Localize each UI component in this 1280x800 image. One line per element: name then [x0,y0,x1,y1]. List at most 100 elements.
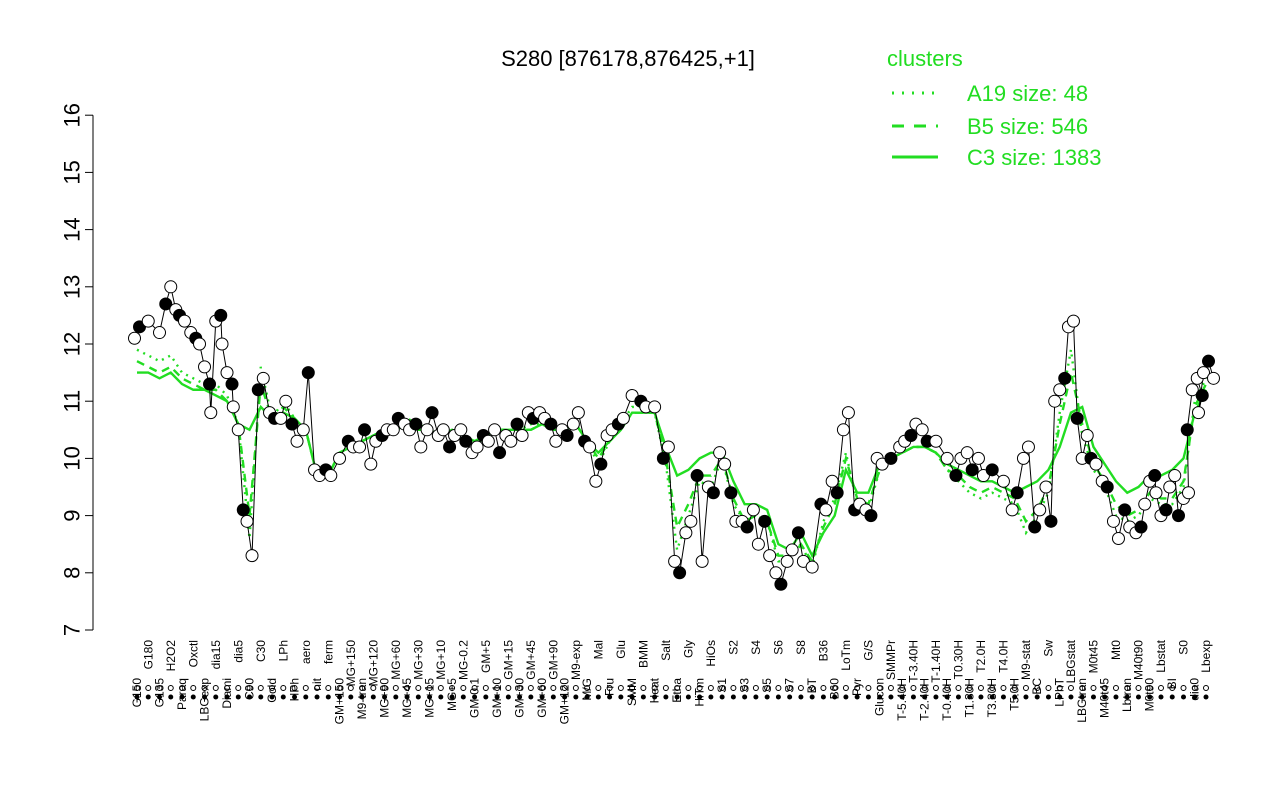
x-rug-marker [674,685,681,691]
data-points [128,280,1220,591]
data-point [1168,469,1182,483]
x-rug-marker-filled [697,694,703,700]
x-rug-marker [752,685,759,691]
x-rug-marker-filled [865,694,871,700]
x-category-label: Heat [648,677,662,703]
data-point [780,554,794,568]
x-category-label: SMMPr [884,640,898,680]
data-point [566,417,580,431]
data-point [236,503,250,517]
x-rug-marker-filled [179,694,185,700]
x-category-label: T4.0H [996,640,1010,673]
data-point [504,434,518,448]
x-rug-marker-filled [1045,694,1051,700]
x-rug-marker-filled [472,694,478,700]
data-point [763,549,777,563]
x-category-label: Paraq [175,678,189,710]
x-category-label: ferm [321,640,335,664]
data-point [1197,366,1210,380]
x-category-label: C30 [254,640,268,662]
data-point [203,377,217,391]
x-rug-marker [854,685,861,691]
x-category-label: aero [299,640,313,664]
data-point [1021,440,1035,454]
x-rug-marker-filled [494,694,500,700]
x-category-label: Fru [603,678,617,696]
data-point [940,451,954,465]
data-point [1118,503,1132,517]
x-category-label: Gly [681,640,695,658]
data-point [159,297,173,311]
data-point [724,486,738,500]
data-point [758,514,772,528]
x-rug-marker-filled [584,694,590,700]
x-category-label: LBGtran [1075,678,1089,723]
data-point [713,446,727,460]
data-point [819,503,833,517]
x-rug-marker [190,685,197,691]
x-rug-marker [449,685,456,691]
x-rug-marker [505,685,512,691]
data-point [193,337,207,351]
x-rug-marker [707,685,714,691]
series-lines [136,348,1208,571]
x-rug-marker [640,685,647,691]
y-tick-label: 15 [60,160,85,184]
x-rug-marker [145,685,152,691]
x-rug-marker [977,685,984,691]
data-point [198,360,212,374]
x-rug-marker-filled [1102,694,1108,700]
x-rug-marker-filled [505,694,511,700]
x-category-label: MG+30 [411,640,425,680]
data-point [751,537,765,551]
data-point [594,457,608,471]
x-rug-marker-filled [910,694,916,700]
data-point [128,331,141,345]
x-rug-marker [820,685,827,691]
x-rug-marker-filled [640,694,646,700]
x-category-label: HiOs [704,640,718,667]
x-category-label: G/S [861,640,875,661]
x-rug-marker [224,685,231,691]
data-point [718,457,732,471]
x-category-label: MG+5 [445,678,459,711]
data-point [274,411,288,425]
x-rug-marker-filled [449,694,455,700]
x-rug-marker [381,685,388,691]
x-category-label: MG+150 [344,640,358,687]
x-rug-marker [1146,685,1153,691]
data-point [589,474,603,488]
data-point [949,469,963,483]
data-point [333,451,347,465]
x-rug-marker-filled [314,694,320,700]
x-category-label: MG+45 [400,678,414,718]
data-point [358,423,372,437]
data-point [830,486,844,500]
x-rug-marker-filled [1090,694,1096,700]
x-category-label: MG-0.2 [456,640,470,680]
x-category-label: LBGexp [198,678,212,722]
x-category-label: Glu [614,640,628,659]
x-rug-marker [1056,685,1063,691]
x-rug-marker-filled [832,694,838,700]
data-point [706,486,720,500]
x-rug-marker [595,685,602,691]
x-rug-marker [527,685,534,691]
x-category-label: LPh [276,640,290,661]
x-category-label: dia15 [209,640,223,670]
x-rug-marker-filled [348,694,354,700]
x-rug-marker-filled [607,694,613,700]
x-rug-marker-filled [528,694,534,700]
x-rug-marker-filled [292,694,298,700]
x-rug-marker-filled [978,694,984,700]
x-rug-marker-filled [303,694,309,700]
data-point [251,383,265,397]
x-rug-marker [831,685,838,691]
x-rug-marker [269,685,276,691]
data-point [1080,429,1094,443]
x-rug-marker-filled [393,694,399,700]
x-rug-marker [246,685,253,691]
x-category-label: T3.30H [985,678,999,717]
data-point [1180,423,1194,437]
data-point [965,463,979,477]
